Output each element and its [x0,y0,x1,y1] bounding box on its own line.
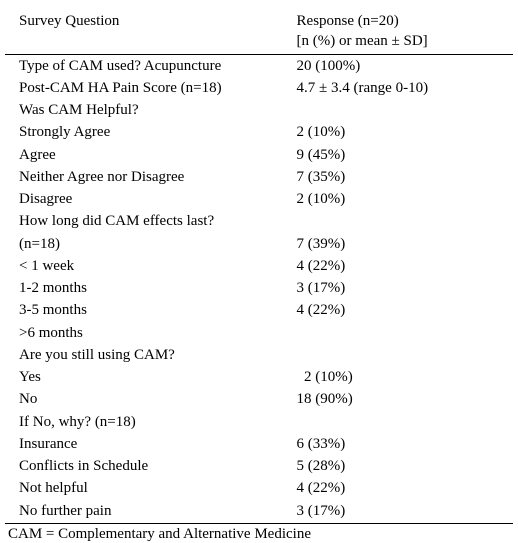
cell-question: (n=18) [5,233,295,255]
cell-question: Post-CAM HA Pain Score (n=18) [5,77,295,99]
table-row: 3-5 months4 (22%) [5,299,513,321]
cell-response: 4 (22%) [295,255,513,277]
cell-response: 9 (45%) [295,144,513,166]
cell-response [295,99,513,121]
table-row: Conflicts in Schedule5 (28%) [5,455,513,477]
cell-question: Insurance [5,433,295,455]
cell-question: Yes [5,366,295,388]
cell-question: Strongly Agree [5,121,295,143]
cell-question: If No, why? (n=18) [5,411,295,433]
cell-question: No further pain [5,500,295,524]
cell-response: 4 (22%) [295,477,513,499]
survey-table: Survey Question Response (n=20) [n (%) o… [5,10,513,524]
cell-response [295,344,513,366]
table-row: Strongly Agree2 (10%) [5,121,513,143]
header-q-text: Survey Question [19,13,119,29]
cell-response: 3 (17%) [295,277,513,299]
cell-question: Conflicts in Schedule [5,455,295,477]
header-response: Response (n=20) [n (%) or mean ± SD] [295,10,513,54]
cell-response [295,411,513,433]
cell-response [295,210,513,232]
table-row: Type of CAM used? Acupuncture20 (100%) [5,54,513,77]
cell-response: 2 (10%) [295,188,513,210]
table-row: No further pain3 (17%) [5,500,513,524]
table-row: Yes 2 (10%) [5,366,513,388]
cell-question: < 1 week [5,255,295,277]
header-r-line1: Response (n=20) [297,13,399,29]
table-row: Are you still using CAM? [5,344,513,366]
cell-question: Was CAM Helpful? [5,99,295,121]
cell-response: 3 (17%) [295,500,513,524]
header-question: Survey Question [5,10,295,54]
table-row: Was CAM Helpful? [5,99,513,121]
table-row: < 1 week4 (22%) [5,255,513,277]
table-header-row: Survey Question Response (n=20) [n (%) o… [5,10,513,54]
header-r-line2: [n (%) or mean ± SD] [297,33,428,49]
table-row: Disagree2 (10%) [5,188,513,210]
cell-response [295,322,513,344]
cell-response: 7 (35%) [295,166,513,188]
cell-response: 20 (100%) [295,54,513,77]
table-row: Post-CAM HA Pain Score (n=18)4.7 ± 3.4 (… [5,77,513,99]
cell-response: 2 (10%) [295,366,513,388]
cell-question: No [5,388,295,410]
table-row: Not helpful4 (22%) [5,477,513,499]
cell-response: 6 (33%) [295,433,513,455]
cell-question: 1-2 months [5,277,295,299]
cell-question: Type of CAM used? Acupuncture [5,54,295,77]
cell-response: 4 (22%) [295,299,513,321]
cell-question: 3-5 months [5,299,295,321]
cell-response: 4.7 ± 3.4 (range 0-10) [295,77,513,99]
table-row: If No, why? (n=18) [5,411,513,433]
table-row: No18 (90%) [5,388,513,410]
table-row: >6 months [5,322,513,344]
cell-question: Neither Agree nor Disagree [5,166,295,188]
table-row: 1-2 months3 (17%) [5,277,513,299]
table-row: Insurance6 (33%) [5,433,513,455]
cell-response: 18 (90%) [295,388,513,410]
cell-question: >6 months [5,322,295,344]
footnote: CAM = Complementary and Alternative Medi… [5,524,513,543]
table-row: (n=18)7 (39%) [5,233,513,255]
cell-question: Agree [5,144,295,166]
cell-question: Are you still using CAM? [5,344,295,366]
table-row: Agree9 (45%) [5,144,513,166]
cell-response: 5 (28%) [295,455,513,477]
cell-question: Disagree [5,188,295,210]
table-row: Neither Agree nor Disagree7 (35%) [5,166,513,188]
table-row: How long did CAM effects last? [5,210,513,232]
cell-response: 2 (10%) [295,121,513,143]
cell-response: 7 (39%) [295,233,513,255]
cell-question: Not helpful [5,477,295,499]
cell-question: How long did CAM effects last? [5,210,295,232]
